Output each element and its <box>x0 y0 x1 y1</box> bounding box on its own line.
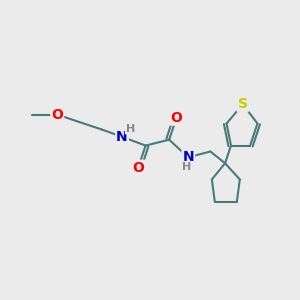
Text: N: N <box>182 150 194 164</box>
Text: H: H <box>182 162 191 172</box>
Text: O: O <box>132 161 144 175</box>
Text: S: S <box>238 98 248 111</box>
Text: O: O <box>171 111 182 124</box>
Text: N: N <box>116 130 128 144</box>
Text: O: O <box>51 108 63 122</box>
Text: H: H <box>126 124 135 134</box>
